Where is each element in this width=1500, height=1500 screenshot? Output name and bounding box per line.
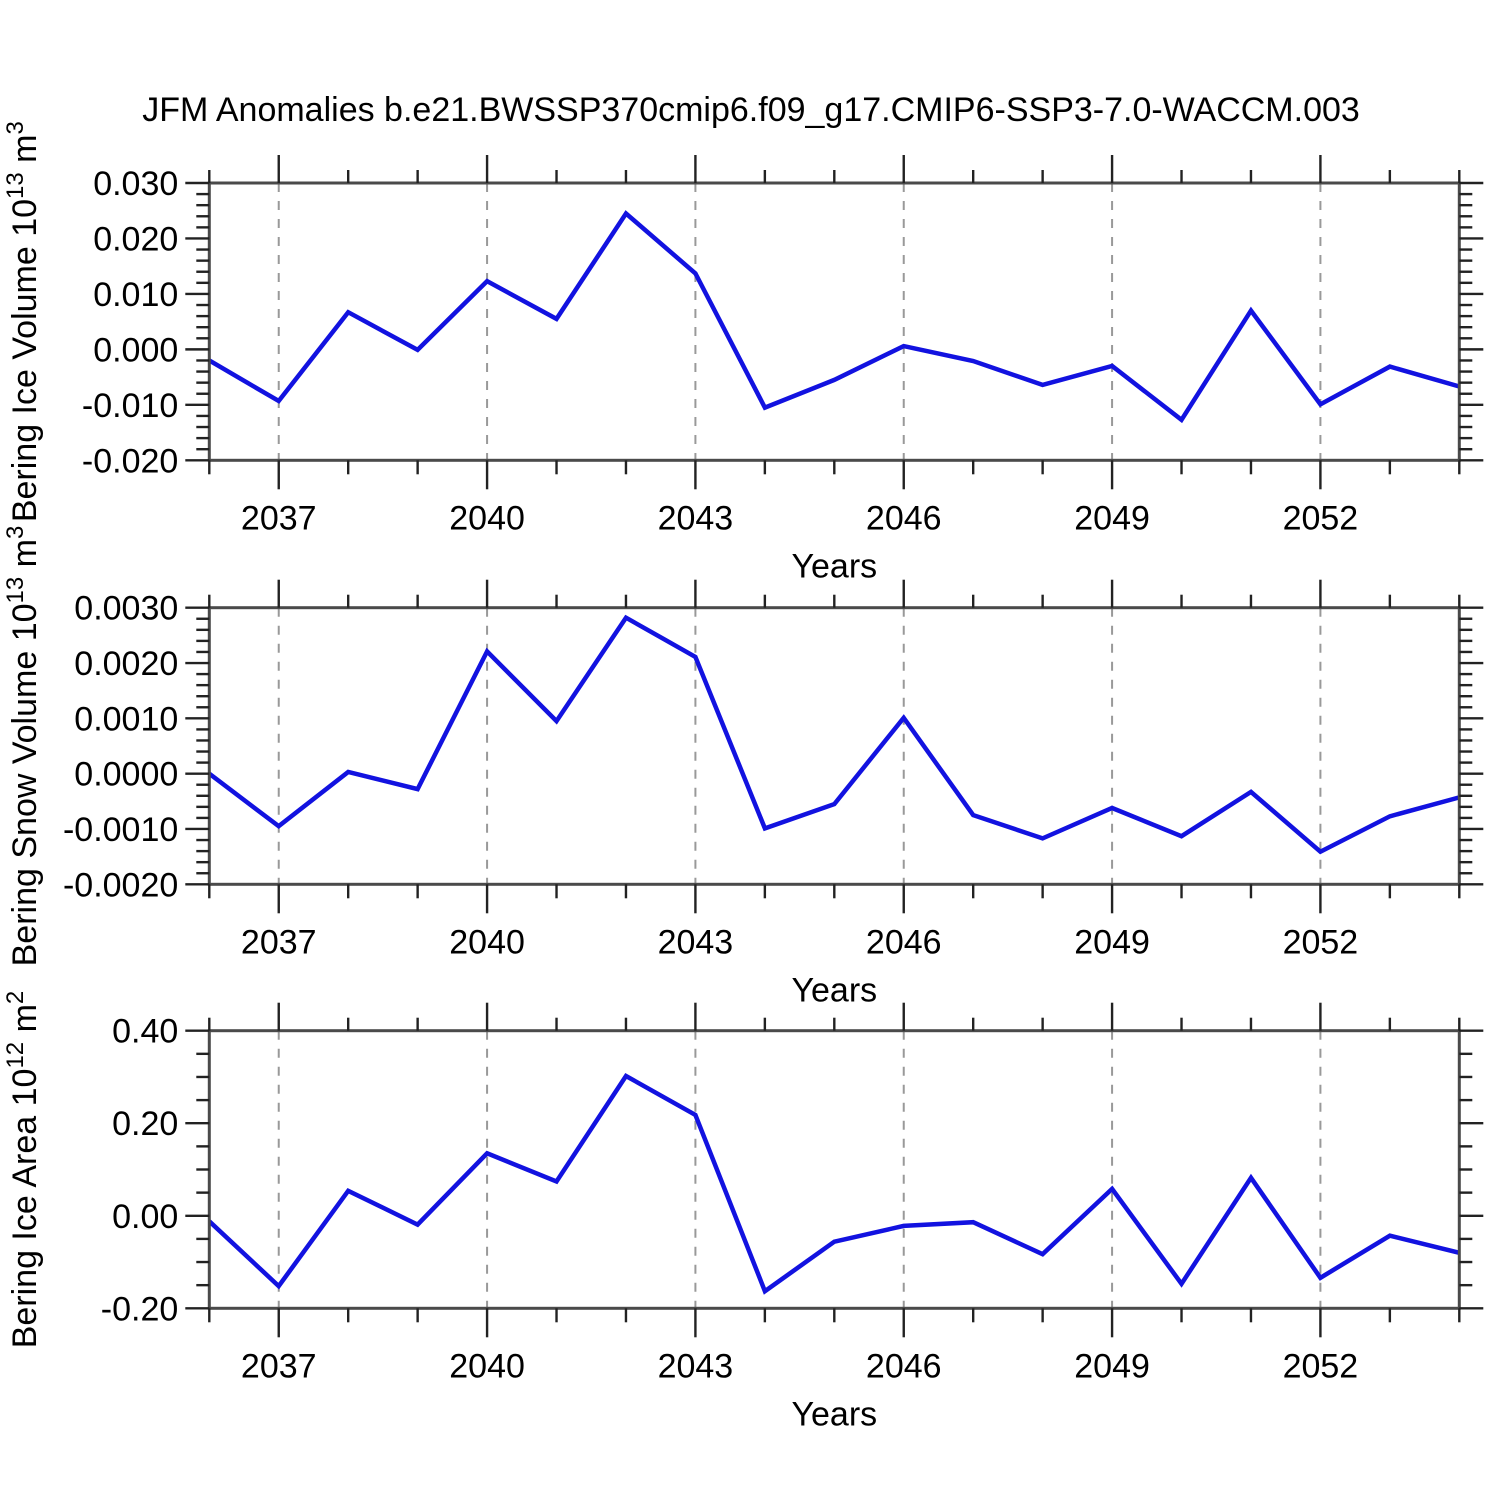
y-tick-label: 0.00 <box>112 1198 178 1236</box>
x-tick-label: 2046 <box>866 499 942 537</box>
y-tick-label: 0.20 <box>112 1105 178 1143</box>
y-tick-label: -0.0020 <box>63 866 178 904</box>
x-tick-label: 2049 <box>1074 1347 1150 1385</box>
y-tick-label: -0.010 <box>82 387 178 425</box>
x-tick-label: 2049 <box>1074 499 1150 537</box>
y-axis-title-part: Bering Snow Volume 10 <box>6 603 44 966</box>
y-tick-label: -0.020 <box>82 442 178 480</box>
y-axis-title-part: m <box>6 134 44 172</box>
y-tick-label: 0.40 <box>112 1013 178 1051</box>
x-tick-labels: 2037 2040 2043 2046 2049 2052 <box>241 923 1358 961</box>
y-tick-label: 0.0000 <box>74 756 178 794</box>
x-tick-label: 2046 <box>866 923 942 961</box>
y-tick-label: 0.020 <box>93 220 178 258</box>
x-tick-label: 2043 <box>658 499 734 537</box>
y-axis-title-part: Bering Ice Area 10 <box>6 1069 44 1349</box>
y-axis-title: Bering Ice Area 1012 m2 <box>2 991 44 1349</box>
y-axis-title-superscript: 13 <box>2 577 29 604</box>
y-tick-label: 0.0030 <box>74 590 178 628</box>
y-tick-label: 0.000 <box>93 331 178 369</box>
panel-bering-ice-volume: 0.030 0.020 0.010 0.000 -0.010 -0.020 2037 2040… <box>2 121 1484 585</box>
plot-frame <box>207 1029 1461 1310</box>
y-tick-label: 0.0010 <box>74 700 178 738</box>
plot-frame <box>207 606 1461 886</box>
x-ticks <box>208 1002 1461 1338</box>
x-tick-label: 2043 <box>658 1347 734 1385</box>
y-axis-title: Bering Snow Volume 1013 m3 <box>2 526 44 967</box>
y-tick-label: 0.0020 <box>74 645 178 683</box>
y-tick-labels: 0.40 0.20 0.00 -0.20 <box>101 1013 179 1329</box>
data-line <box>209 1073 1460 1295</box>
y-axis-title-superscript: 2 <box>2 991 29 1004</box>
y-tick-label: -0.20 <box>101 1290 179 1328</box>
y-tick-label: 0.030 <box>93 165 178 203</box>
x-tick-label: 2040 <box>449 923 525 961</box>
y-axis-title-part: m <box>6 539 44 577</box>
x-ticks <box>208 579 1461 914</box>
x-tick-label: 2049 <box>1074 923 1150 961</box>
x-tick-labels: 2037 2040 2043 2046 2049 2052 <box>241 499 1358 537</box>
y-axis-title-superscript: 3 <box>2 121 29 134</box>
data-line <box>209 210 1460 424</box>
y-tick-label: -0.0010 <box>63 811 178 849</box>
x-axis-title: Years <box>791 1395 877 1433</box>
y-axis-title-superscript: 13 <box>2 172 29 199</box>
x-tick-label: 2037 <box>241 923 317 961</box>
y-tick-label: 0.010 <box>93 276 178 314</box>
x-tick-label: 2037 <box>241 1347 317 1385</box>
x-tick-label: 2043 <box>658 923 734 961</box>
x-tick-label: 2037 <box>241 499 317 537</box>
panel-bering-ice-area: 0.40 0.20 0.00 -0.20 2037 2040 2043 2046 2049 205… <box>2 991 1484 1433</box>
y-axis-title-part: m <box>6 1004 44 1042</box>
x-tick-labels: 2037 2040 2043 2046 2049 2052 <box>241 1347 1358 1385</box>
grid-lines <box>277 183 1322 461</box>
x-tick-label: 2052 <box>1283 1347 1359 1385</box>
data-line <box>209 614 1460 855</box>
x-axis-title: Years <box>791 971 877 1009</box>
y-ticks <box>185 181 1484 462</box>
panel-bering-snow-volume: 0.00300.00200.00100.0000-0.0010-0.002020… <box>2 526 1484 1009</box>
y-tick-labels: 0.030 0.020 0.010 0.000 -0.010 -0.020 <box>82 165 178 480</box>
x-tick-label: 2052 <box>1283 499 1359 537</box>
y-axis-title-superscript: 3 <box>2 526 29 539</box>
x-axis-title: Years <box>791 547 877 585</box>
figure-title: JFM Anomalies b.e21.BWSSP370cmip6.f09_g1… <box>142 91 1360 129</box>
plot-frame <box>207 181 1461 462</box>
y-ticks <box>185 1029 1484 1310</box>
x-ticks <box>208 155 1461 490</box>
x-tick-label: 2052 <box>1283 923 1359 961</box>
grid-lines <box>277 607 1322 885</box>
y-ticks <box>185 606 1484 886</box>
y-axis-title-part: Bering Ice Volume 10 <box>6 199 44 522</box>
x-tick-label: 2046 <box>866 1347 942 1385</box>
y-axis-title: Bering Ice Volume 1013 m3 <box>2 121 44 522</box>
x-tick-label: 2040 <box>449 499 525 537</box>
y-tick-labels: 0.0030 0.0020 0.0010 0.0000 -0.0010 -0.0020 <box>63 590 178 905</box>
x-tick-label: 2040 <box>449 1347 525 1385</box>
y-axis-title-superscript: 12 <box>2 1042 29 1069</box>
